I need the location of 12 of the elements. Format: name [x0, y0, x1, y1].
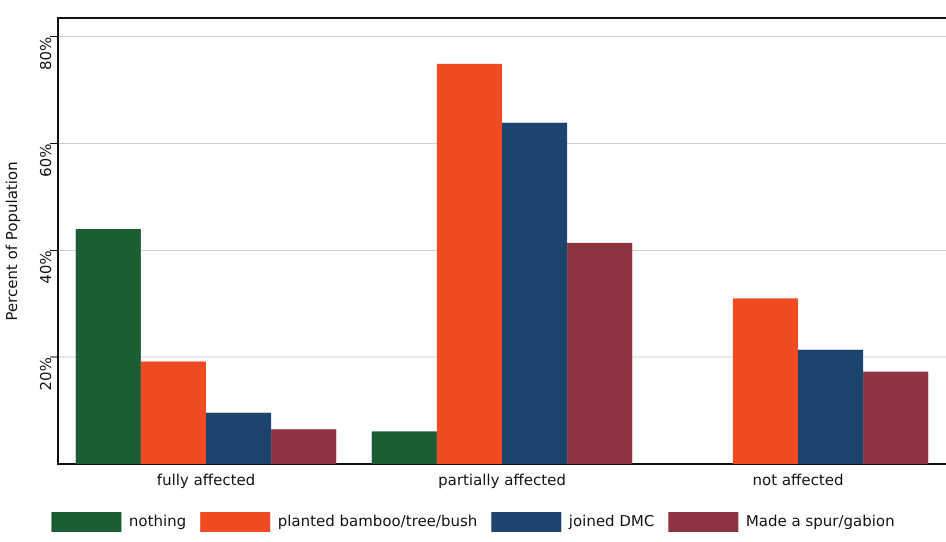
y-axis-title: Percent of Population: [2, 161, 21, 321]
legend-label: joined DMC: [568, 512, 654, 530]
y-tick-label: 60%: [36, 144, 55, 177]
x-tick-label: fully affected: [156, 470, 256, 489]
x-tick-label: partially affected: [438, 470, 566, 489]
y-tick-label: 40%: [36, 250, 55, 284]
legend-label: planted bamboo/tree/bush: [278, 512, 478, 530]
x-tick-label: not affected: [752, 470, 844, 489]
y-tick-label: 80%: [36, 36, 55, 70]
legend-label: Made a spur/gabion: [746, 512, 895, 530]
legend-label: nothing: [128, 512, 186, 530]
y-tick-label: 20%: [36, 357, 55, 391]
